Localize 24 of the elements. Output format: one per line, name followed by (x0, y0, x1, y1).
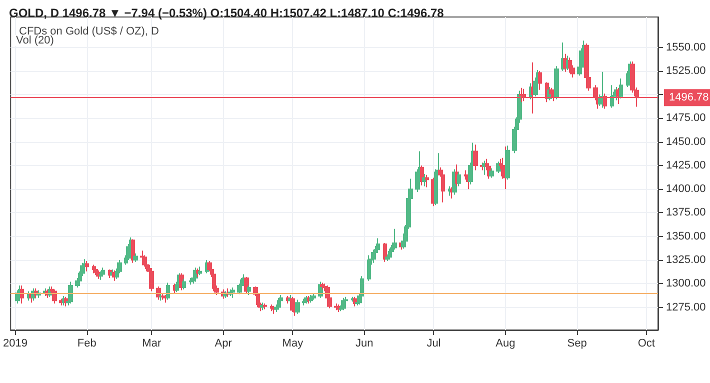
y-tick-label: 1325.00 (666, 254, 706, 266)
x-tick-label: Feb (77, 338, 96, 350)
x-tick-label: Oct (638, 338, 655, 350)
y-tick-label: 1550.00 (666, 41, 706, 54)
y-tick-label: 1275.00 (666, 301, 706, 314)
x-tick-label: Mar (142, 338, 162, 350)
ref-line-label: 1496.78 (669, 92, 709, 104)
chart-title: GOLD, D 1496.78 ▼ −7.94 (−0.53%) O:1504.40 H:1507.42 L:1487.10 C:1496.78 (9, 6, 444, 20)
y-tick-label: 1525.00 (666, 64, 706, 77)
x-tick-label: May (282, 338, 304, 350)
y-tick-label: 1300.00 (666, 278, 706, 290)
y-tick-label: 1475.00 (666, 112, 706, 124)
y-tick-label: 1450.00 (666, 136, 706, 148)
y-tick-label: 1425.00 (666, 159, 706, 172)
x-tick-label: Aug (496, 338, 516, 350)
annotation: Vol (20) (16, 34, 54, 46)
x-tick-label: Apr (214, 338, 232, 350)
x-tick-label: Jun (355, 338, 374, 350)
x-tick-label: Jul (426, 338, 441, 350)
y-tick-label: 1400.00 (666, 183, 706, 196)
x-tick-label: Sep (567, 338, 587, 350)
y-tick-label: 1375.00 (666, 206, 706, 219)
x-tick-label: 2019 (2, 338, 28, 350)
y-tick-label: 1350.00 (666, 230, 706, 242)
